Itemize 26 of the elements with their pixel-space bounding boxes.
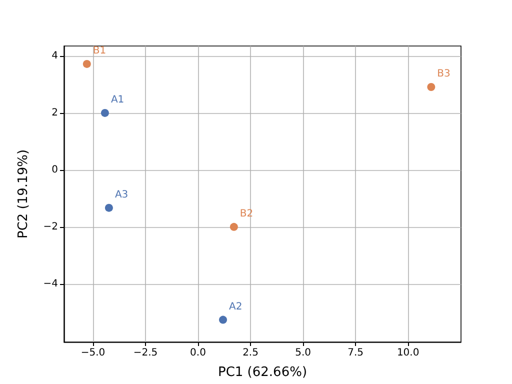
point [219,316,228,324]
y-tick-label: −2 [43,221,58,232]
x-tick-label: 10.0 [396,348,420,358]
data-label: B2 [240,208,254,220]
y-tick-label: 2 [52,107,58,118]
x-tick-label: −2.5 [133,348,158,358]
y-tick-label: 4 [52,50,58,62]
x-tick-label: 5.0 [295,348,311,358]
data-label: A2 [229,301,242,312]
data-label: B3 [437,68,450,80]
data-label: B1 [92,45,106,56]
y-axis-title: PC2 (19.19%) [16,149,31,239]
y-tick-label: 0 [52,164,58,176]
data-label: A1 [110,94,124,106]
data-label: A3 [114,189,128,200]
x-tick-label: 2.5 [242,348,258,358]
point [230,222,238,231]
point [82,60,91,68]
x-tick-label: −5.0 [80,348,106,358]
point [100,108,109,117]
y-tick-label: −4 [43,278,58,290]
x-tick-label: 7.5 [348,348,364,358]
x-axis-title: PC1 (62.66%) [218,365,308,380]
x-tick-label: 0.0 [190,348,206,358]
point [104,204,113,212]
point [427,83,436,92]
